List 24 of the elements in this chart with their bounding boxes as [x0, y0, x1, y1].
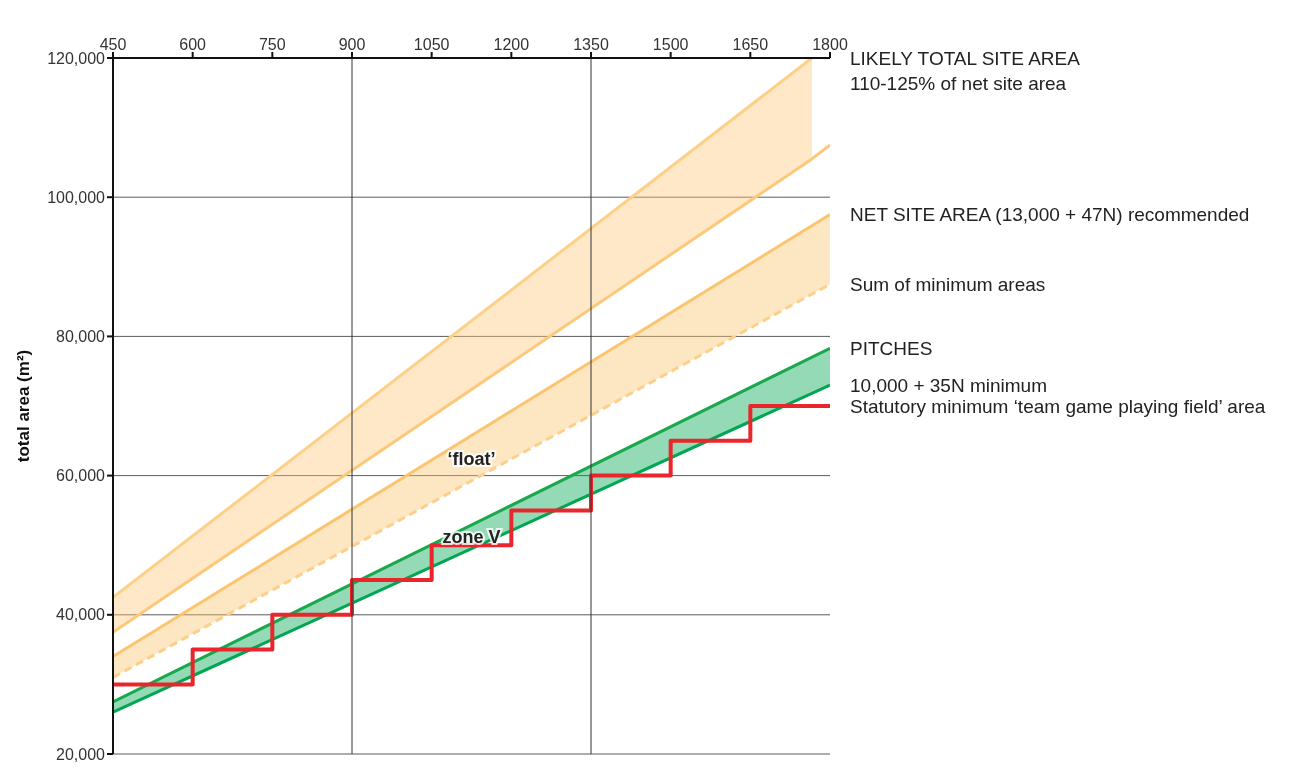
annotation: zone V: [442, 527, 501, 548]
text: 110-125% of net site area: [850, 72, 1067, 94]
y-tick-label: 40,000: [56, 606, 106, 624]
series-label: PITCHES: [850, 337, 933, 359]
x-tick-label: 900: [338, 36, 366, 53]
text: LIKELY TOTAL SITE AREA: [850, 47, 1081, 69]
x-tick-label: 750: [258, 36, 286, 53]
x-tick-label: 1200: [493, 36, 530, 53]
annotation: ‘float’: [447, 448, 496, 469]
x-tick-label: 1050: [413, 36, 450, 53]
x-tick-label: 1500: [652, 36, 689, 53]
y-tick-label: 100,000: [47, 188, 106, 206]
y-tick-label: 60,000: [56, 467, 106, 485]
y-axis-title: total area (m²): [14, 349, 34, 463]
x-tick-label: 1800: [812, 36, 848, 53]
x-tick-label: 1350: [573, 36, 609, 53]
series-label: 10,000 + 35N minimum: [850, 374, 1047, 396]
series-label: NET SITE AREA (13,000 + 47N) recommended: [850, 204, 1250, 226]
y-tick-label: 80,000: [56, 328, 106, 346]
series-label: Sum of minimum areas: [850, 273, 1046, 295]
series-label: Statutory minimum ‘team game playing field’ area: [850, 395, 1266, 417]
y-tick-label: 20,000: [56, 745, 106, 763]
x-tick-label: 600: [179, 36, 207, 53]
x-tick-label: 1650: [732, 36, 769, 53]
